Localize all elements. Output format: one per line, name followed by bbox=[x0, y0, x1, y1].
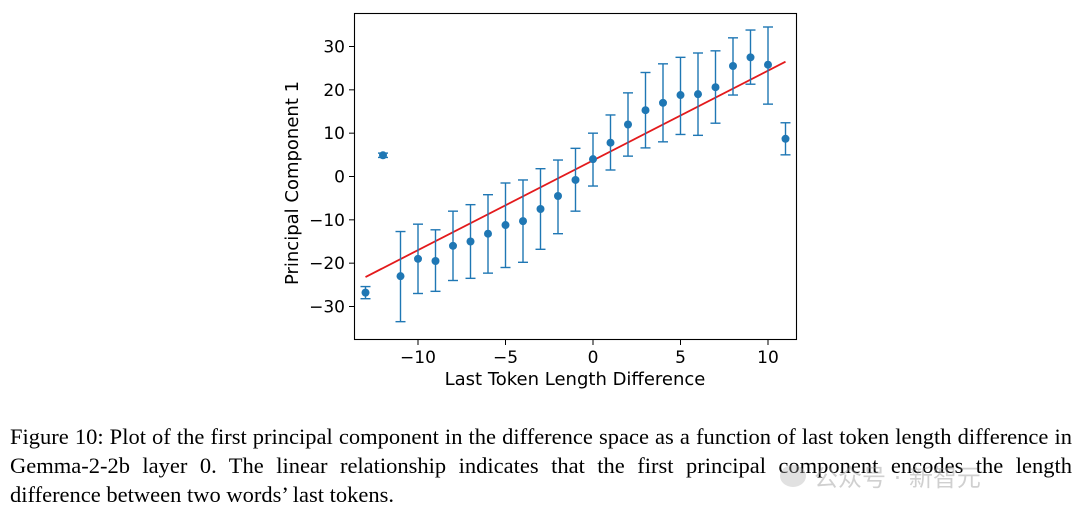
data-point bbox=[589, 155, 597, 164]
y-tick-label: 20 bbox=[323, 81, 345, 101]
x-axis: −10 −5 0 5 10 bbox=[400, 339, 779, 368]
y-tick-label: −10 bbox=[309, 211, 345, 231]
points-layer bbox=[361, 53, 790, 297]
data-point bbox=[746, 53, 755, 62]
data-point bbox=[711, 83, 720, 92]
data-point bbox=[781, 134, 790, 143]
x-tick-label: 0 bbox=[588, 348, 599, 368]
data-point bbox=[379, 151, 387, 160]
data-point bbox=[659, 98, 667, 107]
data-point bbox=[554, 192, 562, 200]
watermark: 公众号 · 新智元 bbox=[780, 458, 981, 493]
data-point bbox=[449, 241, 457, 250]
data-point bbox=[396, 272, 405, 281]
y-tick-label: −30 bbox=[309, 298, 345, 318]
errorbar-layer bbox=[360, 26, 791, 323]
y-tick-label: 0 bbox=[334, 168, 345, 188]
data-point bbox=[676, 91, 685, 100]
x-tick-label: 10 bbox=[757, 348, 779, 368]
data-point bbox=[606, 138, 615, 147]
data-point bbox=[694, 90, 702, 99]
data-point bbox=[431, 257, 440, 265]
data-point bbox=[624, 120, 632, 129]
data-point bbox=[361, 288, 370, 297]
x-tick-label: −10 bbox=[400, 348, 436, 368]
data-point bbox=[571, 175, 580, 184]
y-tick-label: −20 bbox=[309, 254, 345, 274]
y-tick-label: 10 bbox=[323, 124, 345, 144]
data-point bbox=[484, 229, 492, 238]
chart: −10 −5 0 5 10 −30 −20 −10 0 10 20 30 Last Token Le… bbox=[282, 12, 798, 390]
x-tick-label: 5 bbox=[675, 348, 686, 368]
data-point bbox=[764, 60, 772, 69]
data-point bbox=[414, 254, 422, 263]
data-point bbox=[729, 62, 737, 70]
y-axis: −30 −20 −10 0 10 20 30 bbox=[309, 38, 355, 318]
data-point bbox=[641, 106, 650, 115]
y-axis-title: Principal Component 1 bbox=[282, 81, 303, 285]
data-point bbox=[466, 237, 475, 246]
wechat-logo-icon bbox=[780, 464, 806, 487]
data-point bbox=[519, 217, 527, 226]
y-tick-label: 30 bbox=[323, 38, 345, 58]
watermark-text: 公众号 · 新智元 bbox=[814, 464, 981, 492]
x-axis-title: Last Token Length Difference bbox=[445, 369, 706, 390]
data-point bbox=[501, 221, 510, 230]
data-point bbox=[536, 205, 545, 213]
x-tick-label: −5 bbox=[493, 348, 518, 368]
figure-caption: Figure 10: Plot of the first principal c… bbox=[10, 424, 1072, 507]
